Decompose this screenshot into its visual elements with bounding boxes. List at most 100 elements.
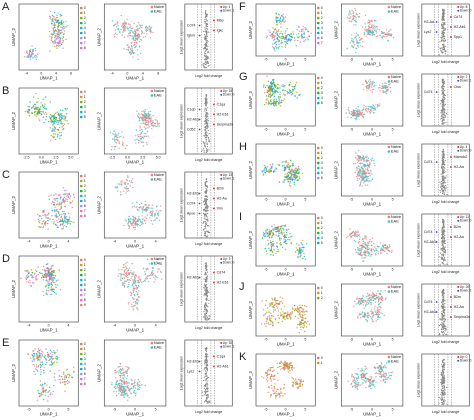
umap-dot xyxy=(57,129,59,131)
volcano-dot xyxy=(441,16,443,19)
umap-dot xyxy=(382,91,384,94)
volcano-dot xyxy=(204,53,206,55)
umap-dot xyxy=(60,134,63,136)
umap-dot xyxy=(55,121,58,123)
umap-dot xyxy=(285,38,288,41)
legend-label: 6 xyxy=(84,36,86,40)
umap-dot xyxy=(64,107,66,110)
volcano-dot xyxy=(205,116,207,118)
volcano-dot xyxy=(203,48,205,50)
umap-dot xyxy=(137,39,139,41)
umap-dot xyxy=(288,168,290,170)
umap-dot xyxy=(357,106,360,108)
umap-dot xyxy=(364,170,366,172)
umap-dot xyxy=(131,47,133,49)
umap-dot xyxy=(57,112,60,115)
umap-dot xyxy=(137,54,139,56)
umap-dot xyxy=(291,91,293,93)
umap-dot xyxy=(35,276,37,278)
legend-swatch xyxy=(79,31,83,35)
umap-dot xyxy=(58,30,60,32)
umap-dot xyxy=(123,374,126,376)
umap-dot xyxy=(298,94,300,97)
umap-dot xyxy=(62,223,64,225)
volcano-dot xyxy=(207,230,209,232)
umap-dot xyxy=(152,121,155,123)
umap-dot xyxy=(52,135,54,137)
panel-letter: F xyxy=(239,1,246,13)
umap-dot xyxy=(121,180,123,182)
legend-label: 0 xyxy=(84,90,86,94)
umap-dot xyxy=(122,386,125,388)
umap-dot xyxy=(379,90,381,92)
umap-dot xyxy=(42,274,44,277)
volcano-dot xyxy=(207,138,209,140)
umap-dot xyxy=(49,101,51,103)
umap-dot xyxy=(42,291,44,293)
umap-dot xyxy=(127,384,129,387)
umap-dot xyxy=(25,278,27,280)
volcano-dot xyxy=(207,107,209,109)
umap-dot xyxy=(114,132,117,134)
volcano-dot xyxy=(205,137,207,139)
umap-dot xyxy=(282,15,284,17)
umap-dot xyxy=(60,26,62,28)
umap-dot xyxy=(40,371,42,373)
umap-dot xyxy=(120,374,122,377)
umap-dot xyxy=(149,217,151,219)
umap-dot xyxy=(61,126,63,128)
umap-dot xyxy=(59,193,61,196)
umap-dot xyxy=(137,22,140,24)
volcano-dot xyxy=(204,62,206,64)
volcano-dot xyxy=(205,12,207,14)
umap-dot xyxy=(29,58,31,60)
umap-dot xyxy=(126,375,129,377)
gene-label: H2-Aa xyxy=(217,196,227,200)
umap-dot xyxy=(296,91,298,94)
umap-dot xyxy=(143,112,146,114)
umap-dot xyxy=(50,286,53,288)
umap-dot xyxy=(129,185,131,187)
umap-dot xyxy=(363,34,365,36)
umap-frame xyxy=(18,255,79,323)
umap-dot xyxy=(375,30,377,32)
x-tick-label: -5 xyxy=(27,407,30,411)
umap-dot xyxy=(371,160,373,162)
umap-dot xyxy=(129,392,132,394)
umap-dot xyxy=(52,27,54,29)
umap-dot xyxy=(146,27,149,29)
umap-dot xyxy=(66,375,68,377)
umap-dot xyxy=(284,37,286,39)
volcano-dot xyxy=(206,58,208,61)
umap-dot xyxy=(58,41,61,43)
volcano-dot xyxy=(442,36,444,38)
umap-dot xyxy=(145,276,147,279)
volcano-dot xyxy=(201,391,203,393)
volcano-dot xyxy=(205,111,207,114)
volcano-dot xyxy=(205,122,207,125)
gene-dot xyxy=(212,281,215,284)
umap-dot xyxy=(57,43,60,45)
umap-dot xyxy=(128,272,130,274)
umap-dot xyxy=(27,281,30,283)
umap-dot xyxy=(30,357,32,359)
gene-dot xyxy=(198,360,201,363)
umap-dot xyxy=(372,81,374,83)
umap-dot xyxy=(71,200,74,202)
volcano-dot xyxy=(443,88,445,90)
umap-dot xyxy=(37,53,39,55)
umap-dot xyxy=(154,214,156,216)
umap-dot xyxy=(267,90,269,92)
umap-dot xyxy=(66,120,68,122)
volcano-dot xyxy=(441,121,443,123)
umap-dot xyxy=(38,271,41,274)
umap-dot xyxy=(268,102,270,104)
umap-dot xyxy=(50,139,52,141)
umap-dot xyxy=(40,394,43,396)
umap-dot xyxy=(280,101,283,104)
umap-dot xyxy=(374,164,376,167)
umap-dot xyxy=(352,15,355,17)
umap-dot xyxy=(38,349,40,352)
umap-dot xyxy=(380,30,383,33)
umap-dot xyxy=(350,117,352,119)
